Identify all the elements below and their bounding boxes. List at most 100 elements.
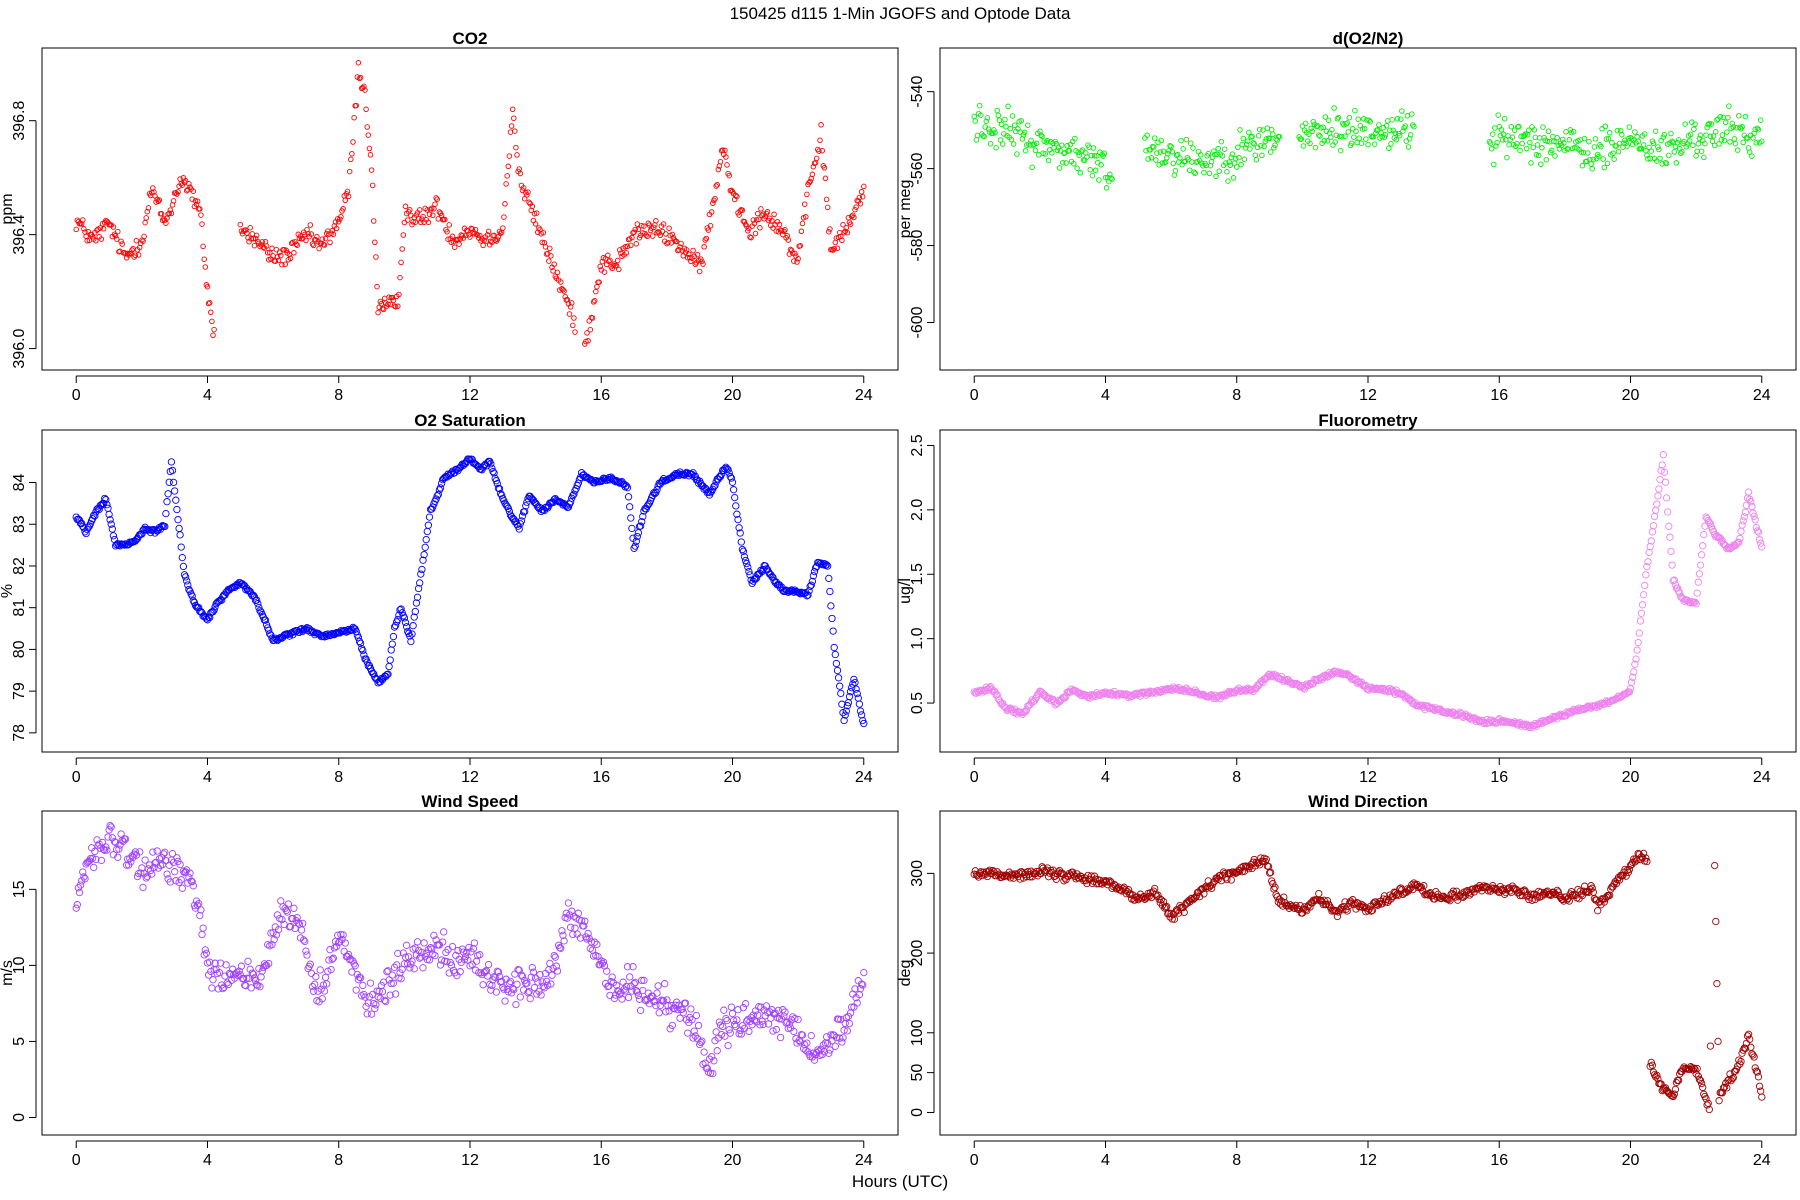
data-point-do2n2 [1488,145,1495,152]
data-point-do2n2 [1360,116,1367,122]
x-tick-label-do2n2: 20 [1622,387,1640,404]
data-point-windspd [724,1041,732,1050]
data-point-windspd [636,1006,645,1015]
data-point-do2n2 [1101,150,1108,156]
data-point-windspd [278,915,286,924]
data-point-o2sat [830,643,838,652]
data-point-winddir [1367,907,1375,915]
data-point-fluor [1735,538,1743,546]
data-point-do2n2 [1039,133,1045,140]
data-point-windspd [247,984,255,992]
data-point-fluor [1667,547,1675,556]
data-point-windspd [785,1020,794,1028]
data-point-windspd [530,983,539,992]
data-point-co2 [622,244,629,250]
data-point-do2n2 [1683,144,1690,150]
data-point-do2n2 [1599,126,1605,132]
data-point-do2n2 [997,137,1004,143]
x-tick-label-fluor: 20 [1622,769,1640,786]
data-point-windspd [498,977,506,986]
data-point-windspd [166,878,174,886]
data-point-do2n2 [1158,137,1165,144]
data-point-winddir [1280,893,1288,901]
data-point-co2 [506,153,513,159]
data-point-co2 [554,269,561,276]
data-point-o2sat [109,532,118,540]
data-point-co2 [404,217,411,223]
data-point-co2 [364,124,370,130]
data-point-o2sat [836,682,844,690]
data-point-co2 [649,233,656,239]
data-point-do2n2 [1549,147,1555,154]
data-point-co2 [771,211,777,218]
data-point-do2n2 [1622,137,1628,143]
data-point-do2n2 [1166,148,1172,154]
data-point-winddir [1622,872,1630,880]
data-point-co2 [427,206,434,213]
data-point-winddir [1058,869,1066,877]
data-point-o2sat [274,635,283,643]
data-point-fluor [1739,517,1747,525]
data-point-o2sat [185,585,193,594]
data-point-co2 [524,192,530,198]
data-point-do2n2 [1551,138,1557,145]
data-point-o2sat [369,669,377,677]
data-point-windspd [108,834,116,842]
data-point-windspd [860,968,868,977]
data-point-o2sat [736,529,744,537]
data-point-co2 [823,196,830,203]
data-point-do2n2 [1489,131,1496,137]
data-point-windspd [634,991,643,999]
x-tick-label-winddir: 20 [1622,1152,1640,1169]
data-point-o2sat [265,626,273,634]
data-point-do2n2 [1394,115,1401,122]
data-point-windspd [293,913,301,922]
data-point-windspd [137,869,145,877]
data-point-o2sat [388,640,396,648]
data-point-co2 [245,235,251,241]
data-point-windspd [99,845,108,854]
data-point-windspd [719,1022,727,1031]
data-point-do2n2 [1212,151,1218,158]
data-point-do2n2 [1686,138,1693,144]
data-point-do2n2 [1352,107,1358,114]
data-point-windspd [654,982,662,990]
data-point-windspd [531,974,540,982]
data-point-o2sat [728,478,737,486]
data-point-o2sat [410,613,418,621]
data-point-o2sat [831,650,839,659]
data-point-windspd [738,1022,747,1030]
data-point-o2sat [840,716,848,725]
data-point-do2n2 [1511,127,1518,133]
data-point-co2 [584,330,590,336]
data-point-windspd [106,821,114,830]
data-point-windspd [436,961,445,969]
y-tick-label-co2: 396.4 [11,215,28,255]
data-point-co2 [367,152,374,158]
data-point-windspd [440,928,448,936]
data-point-do2n2 [1732,140,1739,147]
data-point-windspd [843,1027,852,1035]
data-point-co2 [525,189,531,195]
data-point-do2n2 [1538,161,1544,167]
data-point-windspd [186,869,194,877]
data-point-co2 [585,338,591,344]
data-point-windspd [838,1038,846,1046]
data-point-windspd [616,990,624,999]
data-point-windspd [325,956,333,964]
data-point-co2 [691,253,697,260]
data-point-windspd [772,1025,780,1034]
data-point-o2sat [384,670,392,678]
data-point-winddir [1343,907,1351,915]
data-point-o2sat [839,709,847,717]
data-point-co2 [449,233,456,240]
data-point-o2sat [175,524,183,533]
data-point-winddir [1719,1084,1728,1092]
data-point-fluor [1659,451,1667,459]
data-point-winddir [1271,883,1279,891]
data-point-windspd [249,970,258,978]
data-point-do2n2 [1392,130,1399,136]
data-point-co2 [247,224,253,231]
data-point-windspd [394,949,402,958]
data-point-windspd [374,993,382,1001]
